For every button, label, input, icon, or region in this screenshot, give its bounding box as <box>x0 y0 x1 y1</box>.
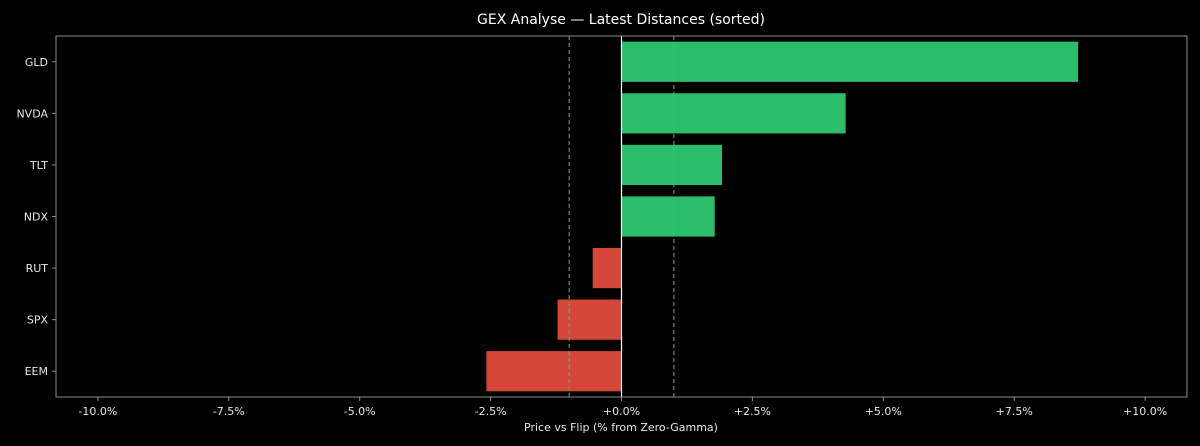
x-tick-label: +10.0% <box>1123 405 1167 418</box>
x-axis-label: Price vs Flip (% from Zero-Gamma) <box>524 421 718 434</box>
y-tick-label: RUT <box>26 262 49 275</box>
bar-nvda <box>621 93 846 134</box>
chart-title: GEX Analyse — Latest Distances (sorted) <box>477 12 765 28</box>
y-tick-label: EEM <box>25 365 48 378</box>
x-tick-label: -2.5% <box>475 405 507 418</box>
y-tick-label: TLT <box>29 159 48 172</box>
y-tick-label: SPX <box>27 314 49 327</box>
y-tick-label: NDX <box>24 211 49 224</box>
x-tick-label: -10.0% <box>78 405 117 418</box>
plot-area: -10.0% -7.5% -5.0% -2.5% +0.0% +2.5% +5.0% +7.5… <box>16 35 1188 418</box>
bar-tlt <box>621 144 723 186</box>
y-tick-label: NVDA <box>16 107 48 120</box>
x-tick-label: +0.0% <box>603 405 640 418</box>
x-tick-label: +5.0% <box>865 405 902 418</box>
x-tick-label: -7.5% <box>213 405 245 418</box>
x-tick-label: +7.5% <box>996 405 1033 418</box>
bar-spx <box>557 299 622 340</box>
bar-eem <box>486 351 622 392</box>
x-tick-label: -5.0% <box>344 405 376 418</box>
x-tick-label: +2.5% <box>734 405 771 418</box>
bar-ndx <box>621 196 715 237</box>
bar-gld <box>621 41 1079 82</box>
y-tick-label: GLD <box>25 56 48 69</box>
bar-rut <box>592 247 622 289</box>
